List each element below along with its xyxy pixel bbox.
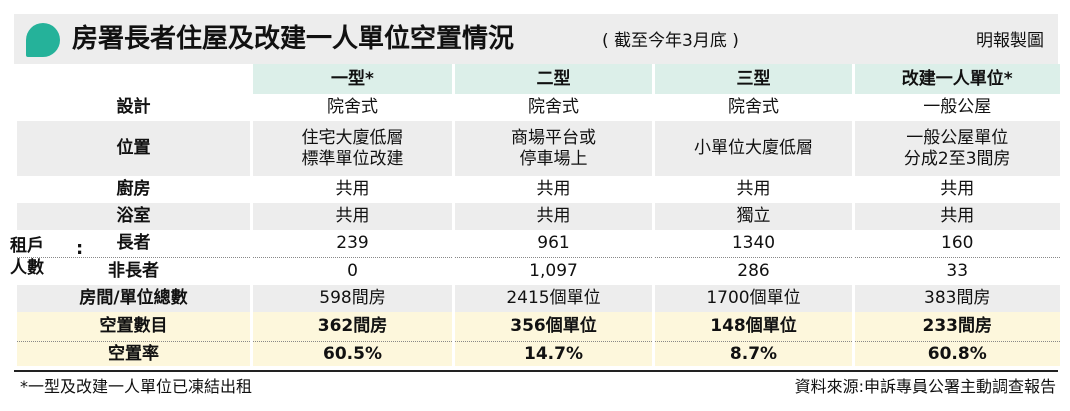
table-cell: 239 [250,230,454,258]
table-cell: 160 [852,230,1060,258]
table-cell: 1340 [652,230,854,258]
tenants-group-colon: : [76,238,84,259]
table-cell: 一般公屋單位 分成2至3間房 [852,121,1060,176]
speech-bubble-icon [26,23,60,57]
table-cell: 商場平台或 停車場上 [452,121,654,176]
vacancy-table: 一型* 二型 三型 改建一人單位* 設計 院舍式 院舍式 院舍式 一般公屋 位置… [14,64,1060,366]
table-cell: 院舍式 [452,94,654,121]
col-head-type1: 一型* [250,64,454,94]
table-cell: 小單位大廈低層 [652,121,854,176]
col-head-type3: 三型 [652,64,854,94]
table-cell: 961 [452,230,654,258]
table-cell: 286 [652,257,854,285]
table-cell: 14.7% [452,341,654,366]
date-note: ( 截至今年3月底 ) [602,31,739,51]
table-row: 位置 住宅大廈低層 標準單位改建 商場平台或 停車場上 小單位大廈低層 一般公屋… [14,121,1060,176]
table-cell: 共用 [852,176,1060,203]
table-cell: 8.7% [652,341,854,366]
row-label-rate: 空置率 [14,341,252,366]
table-header-row: 一型* 二型 三型 改建一人單位* [14,64,1060,94]
table-cell: 1700個單位 [652,285,854,312]
table-cell: 60.8% [852,341,1060,366]
table-cell: 233間房 [852,312,1060,342]
row-label-bathroom: 浴室 [14,203,252,230]
table-cell: 共用 [250,203,454,230]
table-row: 非長者 0 1,097 286 33 [14,257,1060,285]
table-cell: 1,097 [452,257,654,285]
table-cell: 共用 [852,203,1060,230]
table-row: 空置數目 362間房 356個單位 148個單位 233間房 [14,312,1060,342]
table-row: 空置率 60.5% 14.7% 8.7% 60.8% [14,341,1060,366]
table-cell: 148個單位 [652,312,854,342]
table-cell: 0 [250,257,454,285]
table-cell: 60.5% [250,341,454,366]
footnote: *一型及改建一人單位已凍結出租 [20,377,253,396]
table-cell: 356個單位 [452,312,654,342]
table-cell: 2415個單位 [452,285,654,312]
table-row: 設計 院舍式 院舍式 院舍式 一般公屋 [14,94,1060,121]
table-cell: 383間房 [852,285,1060,312]
table-cell: 院舍式 [652,94,854,121]
table-cell: 共用 [652,176,854,203]
table-row: 房間/單位總數 598間房 2415個單位 1700個單位 383間房 [14,285,1060,312]
source-note: 資料來源:申訴專員公署主動調查報告 [794,377,1056,396]
table-row: 長者 239 961 1340 160 [14,230,1060,258]
row-label-total: 房間/單位總數 [14,285,252,312]
table-cell: 獨立 [652,203,854,230]
tenants-group-label: 租戶 人數 [10,236,44,278]
credit: 明報製圖 [976,31,1044,51]
row-label-design: 設計 [14,94,252,121]
title-bar: 房署長者住屋及改建一人單位空置情況 ( 截至今年3月底 ) 明報製圖 [14,14,1058,64]
table-cell: 一般公屋 [852,94,1060,121]
table-cell: 共用 [452,176,654,203]
col-head-single: 改建一人單位* [852,64,1060,94]
row-label-elderly: 長者 [14,230,252,258]
row-label-location: 位置 [14,121,252,176]
row-label-non-elderly: 非長者 [14,257,252,285]
table-cell: 共用 [250,176,454,203]
row-label-vacant: 空置數目 [14,312,252,342]
table-cell: 院舍式 [250,94,454,121]
row-label-kitchen: 廚房 [14,176,252,203]
table-cell: 598間房 [250,285,454,312]
table-cell: 住宅大廈低層 標準單位改建 [250,121,454,176]
table-row: 廚房 共用 共用 共用 共用 [14,176,1060,203]
table-cell: 33 [852,257,1060,285]
header-blank [14,64,252,94]
page-title: 房署長者住屋及改建一人單位空置情況 [72,24,515,54]
table-cell: 共用 [452,203,654,230]
table-row: 浴室 共用 共用 獨立 共用 [14,203,1060,230]
table-cell: 362間房 [250,312,454,342]
divider [14,370,1058,372]
col-head-type2: 二型 [452,64,654,94]
